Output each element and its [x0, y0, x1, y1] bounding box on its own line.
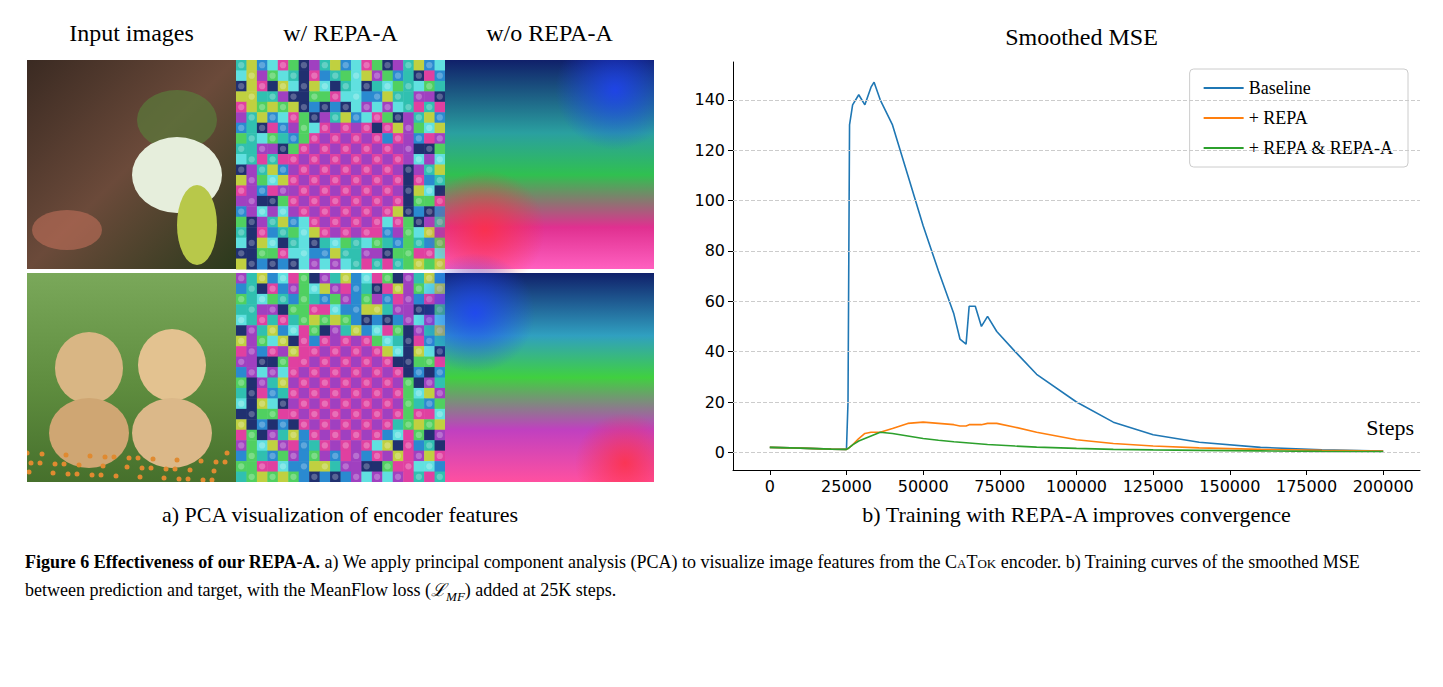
- svg-text:150000: 150000: [1199, 477, 1260, 496]
- html-text:b) Training with REPA-A improv: b) Training with REPA-A improves converg…: [862, 502, 1291, 527]
- svg-text:75000: 75000: [974, 477, 1025, 496]
- html-text:w/ REPA-A: w/ REPA-A: [283, 20, 398, 46]
- svg-text:125000: 125000: [1123, 477, 1184, 496]
- svg-text:140: 140: [694, 90, 725, 109]
- html-text:Input images: Input images: [69, 20, 194, 46]
- html-text:a) PCA visualization of encode: a) PCA visualization of encoder features: [161, 502, 519, 527]
- svg-text:+ REPA & REPA-A: + REPA & REPA-A: [1249, 138, 1393, 158]
- svg-text:60: 60: [705, 292, 725, 311]
- svg-text:50000: 50000: [898, 477, 949, 496]
- svg-text:100000: 100000: [1046, 477, 1107, 496]
- svg-text:200000: 200000: [1353, 477, 1414, 496]
- svg-text:40: 40: [705, 342, 725, 361]
- html-text:w/o REPA-A: w/o REPA-A: [486, 20, 613, 46]
- svg-text:Steps: Steps: [1366, 415, 1414, 440]
- svg-text:100: 100: [694, 191, 725, 210]
- svg-text:80: 80: [705, 241, 725, 260]
- html-text:Figure 6 Effectiveness of our: Figure 6 Effectiveness of our REPA-A. a)…: [25, 552, 1360, 604]
- svg-text:0: 0: [765, 477, 775, 496]
- svg-text:25000: 25000: [821, 477, 872, 496]
- svg-text:Baseline: Baseline: [1249, 78, 1311, 98]
- svg-text:+ REPA: + REPA: [1249, 108, 1308, 128]
- svg-text:120: 120: [694, 141, 725, 160]
- svg-text:Smoothed MSE: Smoothed MSE: [1005, 24, 1158, 50]
- svg-text:0: 0: [715, 443, 725, 462]
- svg-text:20: 20: [705, 393, 725, 412]
- svg-text:175000: 175000: [1276, 477, 1337, 496]
